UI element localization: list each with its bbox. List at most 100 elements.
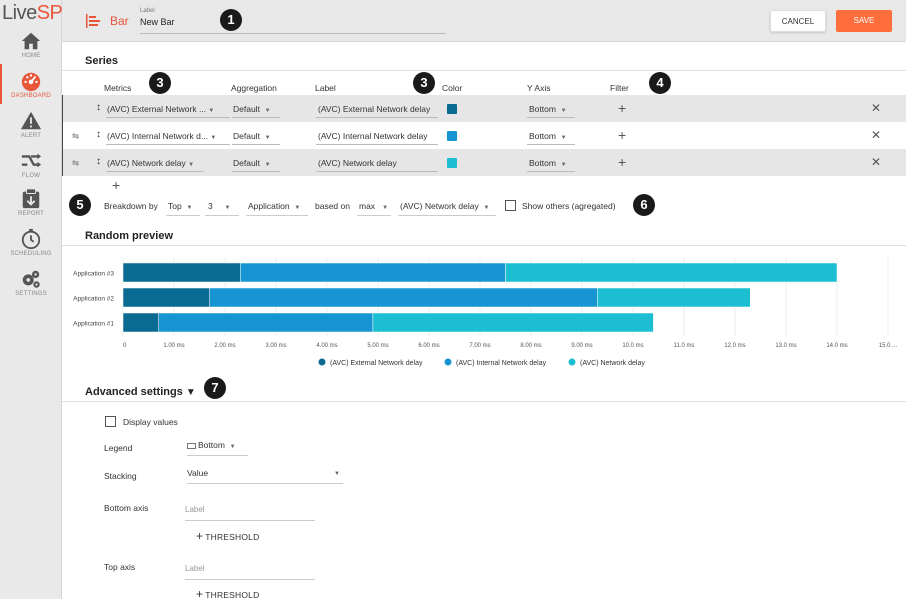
field-underline <box>316 117 438 118</box>
metric-value: (AVC) Internal Network d... <box>107 131 208 141</box>
close-icon[interactable]: ✕ <box>871 155 882 169</box>
display-values-checkbox[interactable] <box>105 416 116 427</box>
stacking-select[interactable]: Value ▼ <box>187 468 343 484</box>
y-axis-select[interactable]: Bottom ▼ <box>529 158 567 168</box>
chevron-down-icon: ▼ <box>560 162 567 168</box>
threshold-label: THRESHOLD <box>205 532 260 542</box>
x-tick-label: 2.00 ms <box>214 343 235 349</box>
bar-segment <box>505 262 838 283</box>
show-others-label: Show others (agregated) <box>522 201 616 211</box>
dashboard-icon <box>21 72 41 92</box>
logo: LiveSP <box>2 2 62 24</box>
aggregation-value: Default <box>233 104 260 114</box>
stacking-label: Stacking <box>104 471 137 481</box>
nav-alert[interactable]: ALERT <box>0 110 62 148</box>
field-underline <box>246 215 308 216</box>
advanced-title: Advanced settings <box>85 386 183 398</box>
metric-select[interactable]: (AVC) Internal Network d... ▼ <box>107 131 216 141</box>
bottom-axis-input[interactable]: Label <box>185 505 315 521</box>
breakdown-mode-select[interactable]: Top ▼ <box>168 201 192 211</box>
field-underline <box>106 117 230 118</box>
close-icon[interactable]: ✕ <box>871 101 882 115</box>
legend-label: (AVC) Network delay <box>580 360 645 367</box>
aggregation-select[interactable]: Default ▼ <box>233 104 271 114</box>
nav-flow[interactable]: FLOW <box>0 150 62 188</box>
x-tick-label: 4.00 ms <box>316 343 337 349</box>
series-label-input[interactable]: (AVC) External Network delay <box>318 104 431 114</box>
drag-handle-icon[interactable]: ↕ <box>96 129 101 140</box>
add-threshold-button[interactable]: + THRESHOLD <box>196 587 259 599</box>
nav-report[interactable]: REPORT <box>0 188 62 226</box>
label-field[interactable]: Label New Bar <box>140 8 446 34</box>
field-underline <box>527 117 575 118</box>
top-axis-label: Top axis <box>104 562 136 572</box>
add-filter-icon[interactable]: + <box>618 100 627 116</box>
close-icon[interactable]: ✕ <box>871 128 882 142</box>
based-on-label: based on <box>315 201 350 211</box>
callout-badge: 7 <box>204 377 226 399</box>
col-filter: Filter <box>610 83 629 93</box>
bar-segment <box>372 312 654 333</box>
breakdown-by-label: Breakdown by <box>104 201 158 211</box>
row-bracket <box>62 149 66 176</box>
x-tick-label: 14.0 ms <box>826 343 847 349</box>
nav-dashboard[interactable]: DASHBOARD <box>0 64 62 108</box>
legend-select[interactable]: Bottom ▼ <box>187 440 248 456</box>
aggregation-select[interactable]: Default ▼ <box>233 131 271 141</box>
y-axis-value: Bottom <box>529 158 556 168</box>
drag-handle-icon[interactable]: ↕ <box>96 156 101 167</box>
chevron-down-icon: ▼ <box>208 108 215 114</box>
color-swatch[interactable] <box>447 131 457 141</box>
chevron-down-icon: ▼ <box>264 162 271 168</box>
breakdown-agg-select[interactable]: max ▼ <box>359 201 388 211</box>
breakdown-mode-value: Top <box>168 201 182 211</box>
divider <box>62 401 906 402</box>
drag-handle-icon[interactable]: ↕ <box>96 102 101 113</box>
advanced-settings-toggle[interactable]: Advanced settings ▼ <box>85 386 196 398</box>
metric-select[interactable]: (AVC) External Network ... ▼ <box>107 104 214 114</box>
legend-label: (AVC) Internal Network delay <box>456 360 547 367</box>
bar-segment <box>122 312 159 333</box>
metric-select[interactable]: (AVC) Network delay ▼ <box>107 158 194 168</box>
label-value[interactable]: New Bar <box>140 17 175 27</box>
series-label-input[interactable]: (AVC) Network delay <box>318 158 397 168</box>
field-underline <box>232 117 280 118</box>
y-axis-select[interactable]: Bottom ▼ <box>529 131 567 141</box>
series-label-input[interactable]: (AVC) Internal Network delay <box>318 131 428 141</box>
cancel-button[interactable]: CANCEL <box>770 10 826 32</box>
top-axis-input[interactable]: Label <box>185 564 315 580</box>
bar-segment <box>122 287 210 308</box>
aggregation-select[interactable]: Default ▼ <box>233 158 271 168</box>
legend-label: Legend <box>104 443 133 453</box>
col-color: Color <box>442 83 463 93</box>
add-threshold-button[interactable]: + THRESHOLD <box>196 529 259 543</box>
breakdown-metric-select[interactable]: (AVC) Network delay ▼ <box>400 201 489 211</box>
link-icon[interactable]: ⇋ <box>72 131 80 141</box>
nav-dashboard-label: DASHBOARD <box>11 93 51 99</box>
legend-position-icon <box>187 442 196 449</box>
link-icon[interactable]: ⇋ <box>72 158 80 168</box>
breakdown-field-select[interactable]: Application ▼ <box>248 201 300 211</box>
breakdown-field-value: Application <box>248 201 290 211</box>
x-tick-label: 12.0 ms <box>724 343 745 349</box>
bottom-axis-label: Bottom axis <box>104 503 149 513</box>
nav-home[interactable]: HOME <box>0 30 62 68</box>
color-swatch[interactable] <box>447 104 457 114</box>
field-underline <box>357 215 391 216</box>
bar-segment <box>240 262 506 283</box>
metric-value: (AVC) Network delay <box>107 158 186 168</box>
nav-scheduling[interactable]: SCHEDULING <box>0 228 62 266</box>
add-filter-icon[interactable]: + <box>618 154 627 170</box>
col-metrics: Metrics <box>104 83 132 93</box>
add-filter-icon[interactable]: + <box>618 127 627 143</box>
chevron-down-icon: ▼ <box>186 205 193 211</box>
add-series-icon[interactable]: + <box>112 177 121 193</box>
callout-badge: 4 <box>649 72 671 94</box>
save-button[interactable]: SAVE <box>836 10 892 32</box>
y-axis-select[interactable]: Bottom ▼ <box>529 104 567 114</box>
show-others-checkbox[interactable] <box>505 200 516 211</box>
color-swatch[interactable] <box>447 158 457 168</box>
bottom-axis-placeholder: Label <box>185 505 205 514</box>
breakdown-count-select[interactable]: 3 ▼ <box>208 201 231 211</box>
nav-settings[interactable]: SETTINGS <box>0 268 62 306</box>
